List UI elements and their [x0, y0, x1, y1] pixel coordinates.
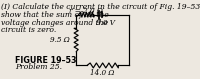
Text: 9.0 V: 9.0 V — [96, 19, 115, 27]
Text: (I) Calculate the current in the circuit of Fig. 19–53, and: (I) Calculate the current in the circuit… — [1, 3, 200, 11]
Text: voltage changes around the: voltage changes around the — [1, 19, 108, 27]
Text: Problem 25.: Problem 25. — [15, 64, 62, 71]
Text: show that the sum of all the: show that the sum of all the — [1, 11, 108, 19]
Text: 14.0 Ω: 14.0 Ω — [90, 69, 115, 77]
Text: FIGURE 19–53: FIGURE 19–53 — [15, 56, 76, 65]
Text: 9.5 Ω: 9.5 Ω — [50, 36, 69, 44]
Text: circuit is zero.: circuit is zero. — [1, 26, 56, 34]
Text: r = 2.0 Ω: r = 2.0 Ω — [69, 7, 103, 15]
